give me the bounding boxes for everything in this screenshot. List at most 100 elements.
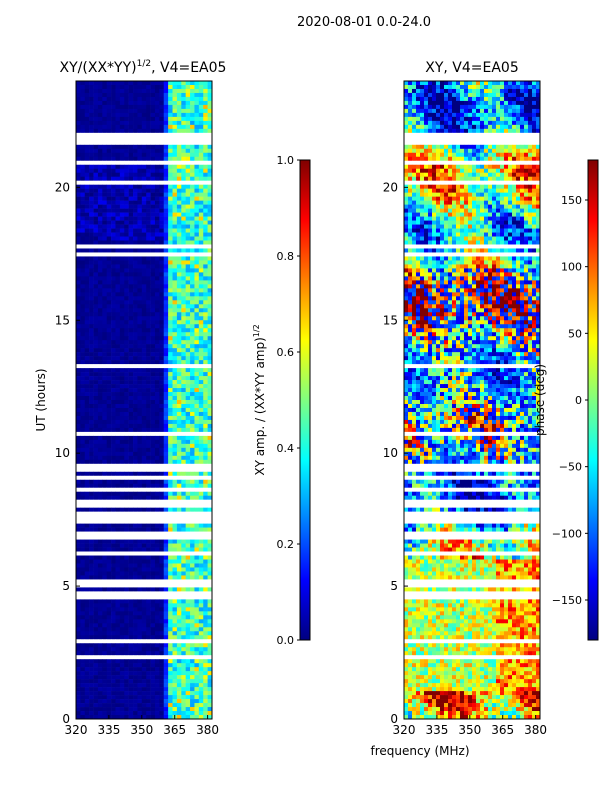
amplitude-cell (102, 376, 108, 381)
amplitude-cell (198, 679, 204, 684)
amplitude-cell (203, 623, 208, 628)
amplitude-cell (133, 451, 138, 457)
amplitude-cell (163, 475, 169, 481)
amplitude-cell (84, 699, 90, 704)
amplitude-cell (150, 691, 156, 696)
amplitude-cell (76, 308, 81, 313)
amplitude-cell (203, 619, 208, 624)
amplitude-cell (176, 136, 182, 142)
amplitude-cell (150, 539, 156, 544)
amplitude-cell (80, 348, 86, 353)
amplitude-cell (84, 431, 90, 437)
amplitude-cell (133, 232, 138, 237)
amplitude-cell (190, 447, 195, 453)
amplitude-cell (137, 475, 143, 481)
amplitude-cell (137, 643, 143, 648)
amplitude-cell (106, 699, 112, 704)
amplitude-cell (141, 280, 147, 285)
amplitude-cell (102, 639, 108, 644)
amplitude-cell (168, 675, 173, 680)
amplitude-cell (154, 176, 160, 181)
amplitude-cell (159, 503, 165, 508)
amplitude-cell (93, 511, 99, 516)
amplitude-cell (207, 479, 213, 485)
amplitude-cell (163, 595, 169, 600)
amplitude-cell (93, 172, 99, 177)
amplitude-cell (102, 192, 108, 197)
amplitude-cell (97, 204, 103, 209)
amplitude-cell (93, 220, 99, 225)
amplitude-cell (137, 479, 143, 485)
amplitude-cell (163, 651, 169, 656)
amplitude-cell (133, 384, 138, 389)
amplitude-cell (198, 96, 204, 102)
amplitude-cell (97, 495, 103, 500)
amplitude-cell (84, 356, 90, 361)
amplitude-cell (185, 447, 191, 453)
amplitude-cell (172, 631, 178, 636)
amplitude-cell (97, 619, 103, 624)
amplitude-cell (185, 224, 191, 229)
amplitude-cell (203, 120, 208, 126)
amplitude-cell (190, 503, 195, 508)
amplitude-cell (141, 104, 147, 110)
amplitude-cell (141, 567, 147, 572)
amplitude-cell (80, 276, 86, 281)
amplitude-cell (124, 499, 129, 504)
amplitude-cell (185, 607, 191, 612)
amplitude-cell (111, 675, 116, 680)
amplitude-cell (84, 555, 90, 560)
amplitude-cell (194, 443, 200, 449)
amplitude-cell (207, 92, 213, 98)
amplitude-cell (102, 423, 108, 429)
amplitude-cell (93, 627, 99, 632)
amplitude-cell (146, 547, 151, 552)
amplitude-cell (190, 356, 195, 361)
amplitude-cell (102, 396, 108, 401)
amplitude-cell (141, 300, 147, 305)
amplitude-cell (185, 356, 191, 361)
amplitude-cell (128, 443, 134, 449)
amplitude-cell (80, 543, 86, 548)
amplitude-cell (106, 136, 112, 142)
amplitude-cell (97, 376, 103, 381)
amplitude-cell (185, 332, 191, 337)
amplitude-cell (80, 280, 86, 285)
amplitude-cell (159, 340, 165, 345)
amplitude-cell (146, 340, 151, 345)
amplitude-cell (146, 435, 151, 441)
amplitude-cell (106, 120, 112, 126)
amplitude-cell (128, 92, 134, 98)
amplitude-cell (115, 360, 121, 365)
amplitude-cell (203, 479, 208, 485)
amplitude-cell (133, 284, 138, 289)
amplitude-cell (106, 591, 112, 596)
amplitude-cell (93, 288, 99, 293)
amplitude-cell (133, 711, 138, 716)
amplitude-cell (207, 591, 213, 596)
amplitude-cell (198, 396, 204, 401)
amplitude-cell (181, 240, 186, 245)
amplitude-cell (181, 455, 186, 461)
amplitude-cell (159, 675, 165, 680)
amplitude-cell (150, 136, 156, 142)
amplitude-cell (198, 415, 204, 421)
amplitude-cell (97, 88, 103, 94)
amplitude-cell (93, 188, 99, 193)
amplitude-cell (106, 551, 112, 556)
amplitude-cell (115, 639, 121, 644)
amplitude-cell (194, 212, 200, 217)
amplitude-cell (176, 96, 182, 102)
amplitude-cell (207, 663, 213, 668)
amplitude-cell (89, 272, 94, 277)
amplitude-cell (159, 240, 165, 245)
amplitude-cell (172, 316, 178, 321)
amplitude-cell (115, 196, 121, 201)
amplitude-cell (194, 240, 200, 245)
amplitude-cell (203, 124, 208, 130)
amplitude-cell (190, 707, 195, 712)
amplitude-cell (128, 276, 134, 281)
amplitude-cell (93, 411, 99, 417)
amplitude-cell (190, 635, 195, 640)
amplitude-cell (137, 336, 143, 341)
